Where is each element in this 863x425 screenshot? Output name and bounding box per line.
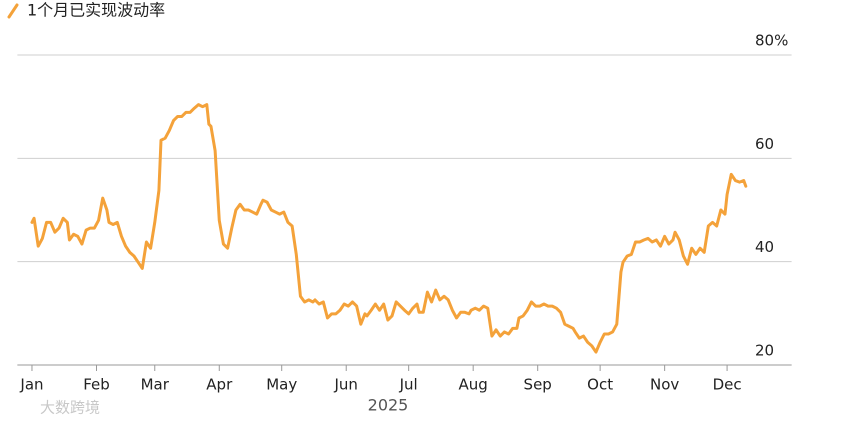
legend-label: 1个月已实现波动率 xyxy=(27,1,165,20)
x-tick-label: Nov xyxy=(650,376,679,394)
x-tick-label: Mar xyxy=(141,376,170,394)
x-tick-label: Aug xyxy=(459,376,488,394)
y-tick-label: 40 xyxy=(755,238,774,256)
watermark: 大数跨境 xyxy=(40,399,100,417)
x-tick-label: Feb xyxy=(83,376,110,394)
legend-swatch xyxy=(7,3,19,19)
x-tick-label: Apr xyxy=(206,376,233,394)
y-tick-label: 20 xyxy=(755,342,774,360)
legend: 1个月已实现波动率 xyxy=(7,1,165,20)
x-tick-label: Oct xyxy=(587,376,613,394)
x-axis-label: 2025 xyxy=(368,396,409,415)
x-tick-label: Dec xyxy=(713,376,742,394)
data-line xyxy=(30,103,748,354)
y-tick-label: 80% xyxy=(755,32,788,50)
x-tick-label: Sep xyxy=(524,376,552,394)
x-tick-label: Jul xyxy=(399,376,418,394)
x-tick-label: Jan xyxy=(19,376,43,394)
y-tick-label: 60 xyxy=(755,135,774,153)
x-tick-label: Jun xyxy=(334,376,358,394)
x-tick-label: May xyxy=(266,376,297,394)
